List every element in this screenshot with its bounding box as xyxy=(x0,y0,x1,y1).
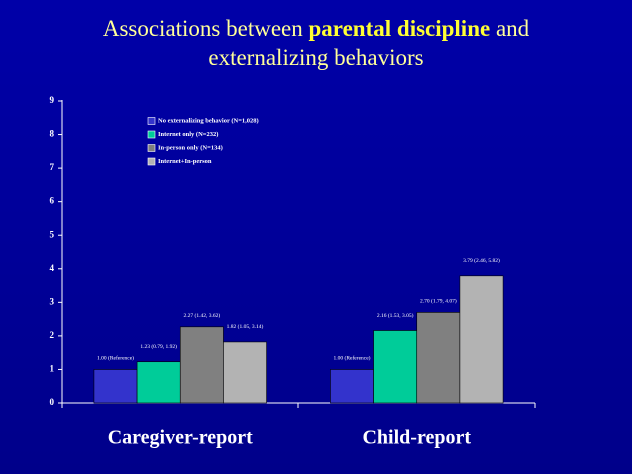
y-tick-label: 7 xyxy=(50,162,55,172)
value-label: 3.79 (2.46, 5.82) xyxy=(463,257,500,264)
value-label: 1.00 (Reference) xyxy=(334,355,371,362)
title-emphasis: parental discipline xyxy=(308,16,491,41)
y-tick-label: 6 xyxy=(50,196,55,206)
y-tick-label: 3 xyxy=(50,296,55,306)
y-tick-label: 5 xyxy=(50,229,55,239)
value-label: 2.70 (1.79, 4.07) xyxy=(420,298,457,305)
bar xyxy=(136,361,181,404)
x-tick-label: Caregiver-report xyxy=(108,427,253,449)
y-tick-label: 4 xyxy=(50,263,55,273)
bar xyxy=(330,369,374,404)
title-text: externalizing behaviors xyxy=(208,45,424,70)
y-tick-label: 8 xyxy=(50,129,55,139)
legend-swatch xyxy=(147,130,156,139)
bar xyxy=(93,369,138,404)
title-text: and xyxy=(490,16,530,41)
value-label: 2.27 (1.42, 3.62) xyxy=(183,312,220,319)
legend-label: Internet+In-person xyxy=(158,158,212,165)
y-tick-label: 9 xyxy=(50,95,55,105)
legend-label: Internet only (N=232) xyxy=(158,131,218,138)
legend-label: In-person only (N=134) xyxy=(158,144,223,151)
bar xyxy=(373,330,418,404)
bar xyxy=(223,341,267,404)
y-tick-label: 0 xyxy=(50,397,55,407)
legend-swatch xyxy=(147,157,156,166)
value-label: 1.00 (Reference) xyxy=(97,355,134,362)
x-tick-label: Child-report xyxy=(362,427,471,449)
value-label: 1.23 (0.79, 1.92) xyxy=(140,343,177,350)
legend-label: No externalizing behavior (N=1,028) xyxy=(158,117,259,124)
bar xyxy=(179,326,224,404)
bar xyxy=(416,312,461,404)
value-label: 1.82 (1.05, 3.14) xyxy=(227,323,264,330)
title-text: Associations between xyxy=(102,16,309,41)
value-label: 2.16 (1.53, 3.05) xyxy=(377,312,414,319)
y-tick-label: 1 xyxy=(50,364,55,374)
legend-swatch xyxy=(147,144,156,152)
y-tick-label: 2 xyxy=(50,330,55,340)
legend-swatch xyxy=(147,117,156,125)
slide-title: Associations between parental discipline… xyxy=(20,14,612,72)
bar xyxy=(459,275,504,404)
